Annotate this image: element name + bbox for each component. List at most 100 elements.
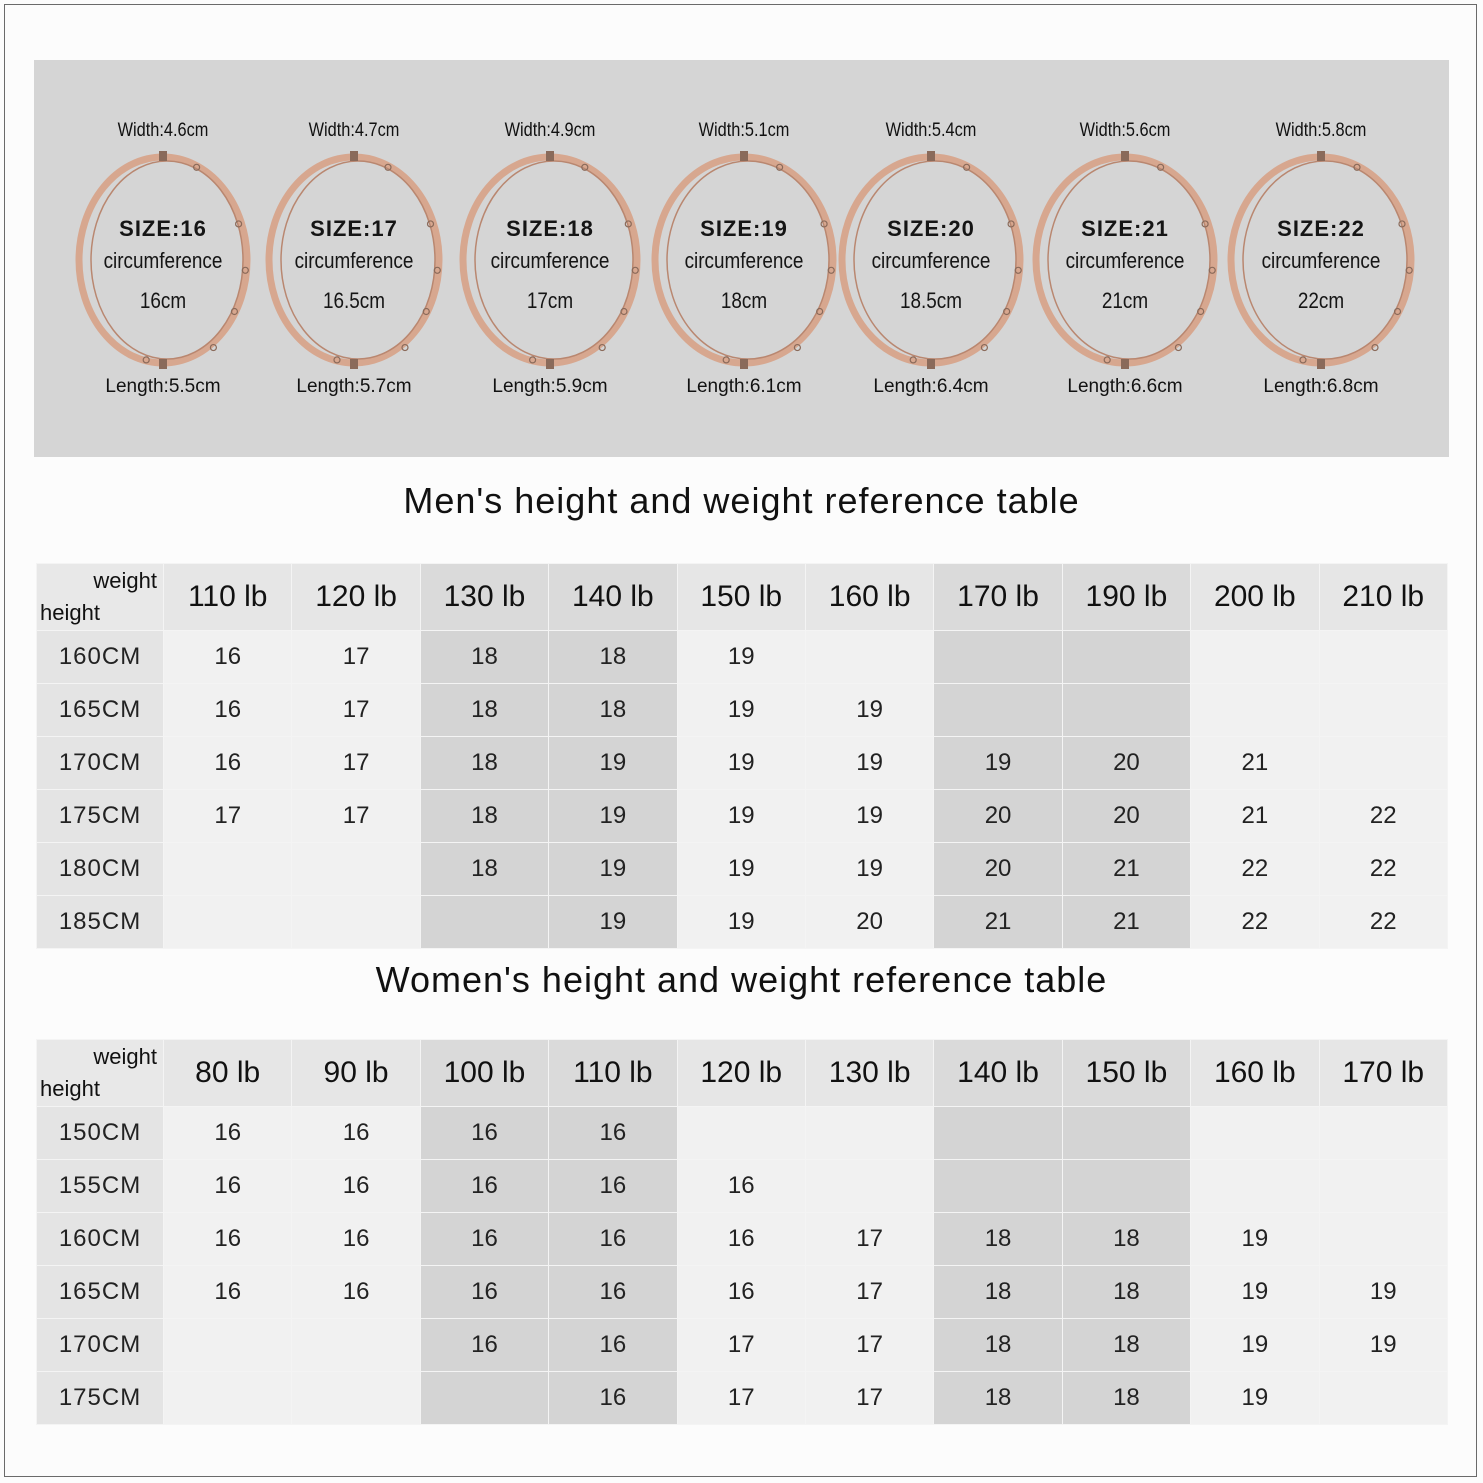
size-cell: 19 (933, 736, 1063, 790)
size-cell (1061, 1106, 1192, 1160)
size-cell: 19 (1190, 1371, 1320, 1425)
size-cell: 19 (676, 789, 806, 843)
bangle-size-22: Width:5.8cm SIZE:22 circumference 22cm Lengt… (1226, 60, 1416, 457)
size-cell: 18 (933, 1212, 1063, 1266)
size-cell: 16 (162, 683, 293, 737)
bangle-size-17: Width:4.7cm SIZE:17 circumference 16.5cm Len… (259, 60, 449, 457)
size-cell: 17 (291, 789, 421, 843)
weight-column-header: 190 lb (1061, 563, 1192, 631)
size-cell: 22 (1318, 842, 1448, 896)
size-cell: 20 (1061, 789, 1192, 843)
size-cell (1190, 1159, 1320, 1213)
weight-column-header: 160 lb (1190, 1039, 1320, 1107)
bangle-width-label: Width:4.7cm (308, 120, 400, 141)
size-cell (419, 1371, 550, 1425)
bangle-size-label: SIZE:21 (1081, 216, 1169, 241)
weight-column-header: 150 lb (676, 563, 806, 631)
size-cell: 17 (804, 1371, 935, 1425)
size-cell: 19 (804, 683, 935, 737)
size-cell: 16 (162, 630, 293, 684)
bangle-size-label: SIZE:20 (887, 216, 975, 241)
weight-column-header: 130 lb (804, 1039, 935, 1107)
size-cell: 16 (676, 1212, 806, 1266)
size-cell (419, 895, 550, 949)
size-cell (804, 1106, 935, 1160)
height-axis-label: height (40, 600, 100, 625)
circumference-label: circumference (103, 248, 223, 273)
size-cell: 21 (1190, 789, 1320, 843)
size-cell: 17 (804, 1212, 935, 1266)
size-cell (291, 842, 421, 896)
weight-axis-label: weight (93, 1044, 157, 1069)
height-row-header: 165CM (36, 1265, 164, 1319)
size-cell (162, 1371, 293, 1425)
size-cell: 16 (291, 1106, 421, 1160)
height-row-header: 175CM (36, 789, 164, 843)
height-row-header: 170CM (36, 1318, 164, 1372)
bangle-size-panel: Width:4.6cm SIZE:16 circumference 16cm Lengt… (34, 60, 1449, 457)
size-cell: 16 (162, 736, 293, 790)
size-cell: 16 (548, 1159, 678, 1213)
size-cell (162, 1318, 293, 1372)
weight-column-header: 90 lb (291, 1039, 421, 1107)
height-row-header: 160CM (36, 630, 164, 684)
size-cell (804, 630, 935, 684)
men-table-title: Men's height and weight reference table (403, 480, 1080, 521)
women-reference-table: weight height 80 lb 90 lb 100 lb 110 lb 120 lb… (36, 1039, 1448, 1425)
size-cell: 18 (419, 736, 550, 790)
size-cell: 18 (419, 789, 550, 843)
size-cell: 19 (1190, 1212, 1320, 1266)
size-cell (804, 1159, 935, 1213)
size-cell: 20 (1061, 736, 1192, 790)
size-cell (1318, 1159, 1448, 1213)
women-table-title: Women's height and weight reference tabl… (375, 959, 1108, 1000)
weight-column-header: 170 lb (933, 563, 1063, 631)
weight-column-header: 210 lb (1318, 563, 1448, 631)
size-cell: 21 (1061, 842, 1192, 896)
table-row: 175CM 16 17 17 18 18 19 (36, 1371, 1448, 1425)
height-row-header: 155CM (36, 1159, 164, 1213)
size-cell: 16 (162, 1159, 293, 1213)
size-cell (162, 895, 293, 949)
weight-column-header: 170 lb (1318, 1039, 1448, 1107)
bangle-size-20: Width:5.4cm SIZE:20 circumference 18.5cm Len… (836, 60, 1026, 457)
height-row-header: 175CM (36, 1371, 164, 1425)
size-cell: 17 (676, 1318, 806, 1372)
size-cell (162, 842, 293, 896)
image-frame (4, 4, 1477, 1477)
size-cell (676, 1106, 806, 1160)
height-row-header: 160CM (36, 1212, 164, 1266)
table-row: 155CM 16 16 16 16 16 (36, 1159, 1448, 1213)
bangle-length-label: Length:5.9cm (492, 376, 608, 397)
bangle-size-16: Width:4.6cm SIZE:16 circumference 16cm Lengt… (68, 60, 258, 457)
size-cell (1190, 683, 1320, 737)
bangle-width-label: Width:5.6cm (1079, 120, 1171, 141)
size-cell (1318, 683, 1448, 737)
bangle-length-label: Length:6.4cm (873, 376, 989, 397)
size-cell: 16 (548, 1212, 678, 1266)
size-cell: 18 (419, 842, 550, 896)
bangle-size-19: Width:5.1cm SIZE:19 circumference 18cm Lengt… (649, 60, 839, 457)
size-cell: 16 (548, 1371, 678, 1425)
weight-column-header: 150 lb (1061, 1039, 1192, 1107)
size-cell: 18 (419, 683, 550, 737)
size-cell: 19 (676, 842, 806, 896)
size-cell: 18 (933, 1318, 1063, 1372)
bangle-ring-icon (1032, 151, 1218, 369)
size-cell: 16 (291, 1265, 421, 1319)
weight-axis-label: weight (93, 568, 157, 593)
table-corner-cell: weight height (36, 563, 164, 631)
size-cell: 16 (676, 1265, 806, 1319)
bangle-size-label: SIZE:19 (700, 216, 788, 241)
circumference-value: 21cm (1101, 288, 1149, 313)
size-cell: 17 (291, 630, 421, 684)
bangle-ring-icon (838, 151, 1024, 369)
bangle-width-label: Width:5.8cm (1275, 120, 1367, 141)
size-cell: 19 (1190, 1265, 1320, 1319)
circumference-label: circumference (1065, 248, 1185, 273)
table-row: 160CM 16 17 18 18 19 (36, 630, 1448, 684)
bangle-size-label: SIZE:18 (506, 216, 594, 241)
weight-column-header: 120 lb (676, 1039, 806, 1107)
size-cell: 17 (676, 1371, 806, 1425)
height-row-header: 170CM (36, 736, 164, 790)
